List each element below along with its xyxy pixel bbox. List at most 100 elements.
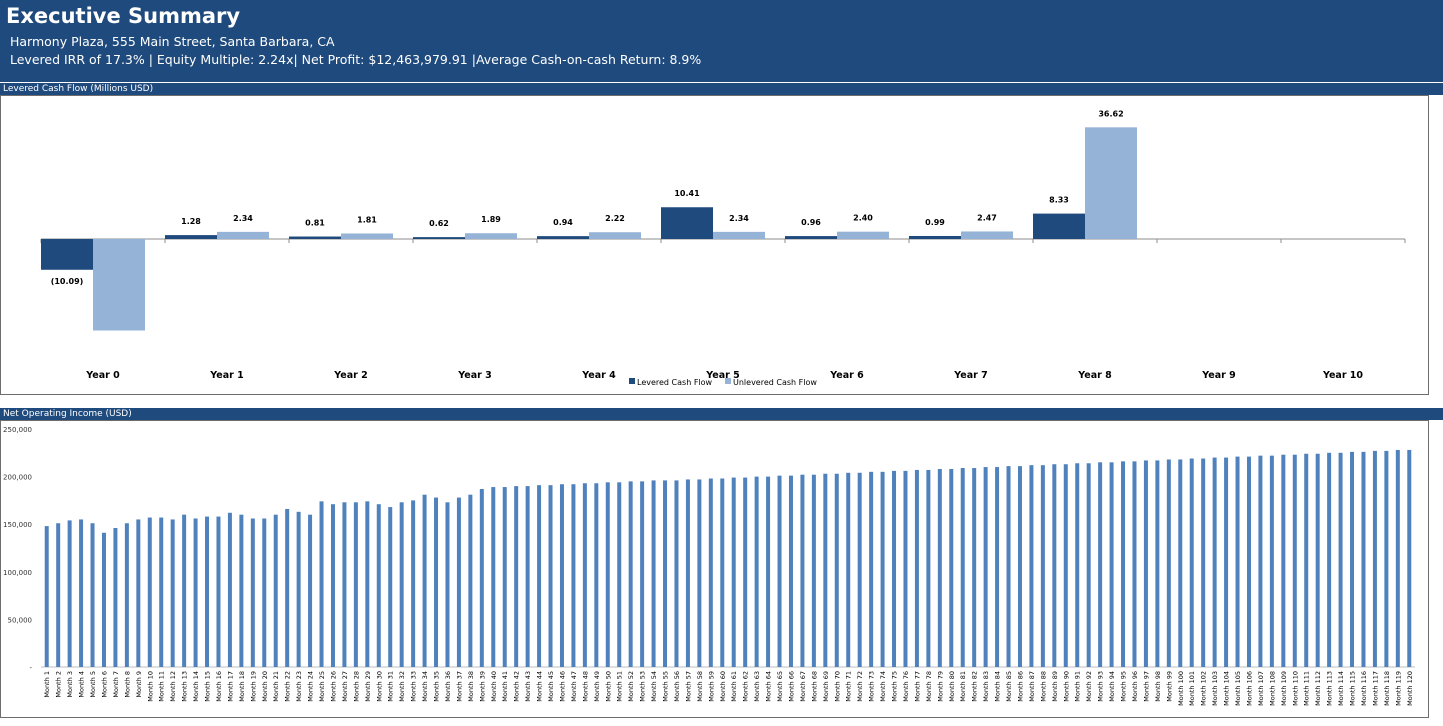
noi-bar [559, 484, 564, 667]
month-label: Month 52 [627, 671, 635, 702]
noi-bar [949, 468, 954, 667]
month-label: Month 46 [558, 671, 566, 702]
bar-unlevered-cash-flow [341, 233, 393, 239]
month-label: Month 95 [1120, 671, 1128, 702]
noi-bar [1315, 453, 1320, 667]
month-label: Month 108 [1268, 671, 1276, 706]
y-tick-label: 100,000 [3, 569, 32, 577]
noi-bar [1052, 464, 1057, 667]
noi-bar [1029, 465, 1034, 667]
month-label: Month 114 [1337, 671, 1345, 706]
data-label: 8.33 [1049, 196, 1069, 205]
noi-bar [124, 523, 129, 667]
month-label: Month 57 [684, 671, 692, 702]
noi-chart-title: Net Operating Income (USD) [0, 408, 1443, 420]
noi-bar [285, 508, 290, 667]
noi-bar [227, 512, 232, 667]
noi-bar [411, 500, 416, 667]
month-label: Month 47 [570, 671, 578, 702]
noi-bar [983, 467, 988, 667]
month-label: Month 44 [536, 671, 544, 702]
month-label: Month 14 [192, 671, 200, 702]
bar-unlevered-cash-flow [93, 239, 145, 331]
noi-bar [857, 472, 862, 667]
bar-unlevered-cash-flow [837, 231, 889, 239]
noi-bar [353, 502, 358, 667]
noi-bar [479, 488, 484, 667]
category-label: Year 0 [85, 370, 120, 381]
noi-bar [525, 486, 530, 667]
noi-bar [571, 484, 576, 667]
noi-bar [330, 504, 335, 667]
month-label: Month 15 [204, 671, 212, 702]
bar-levered-cash-flow [1033, 213, 1085, 239]
month-label: Month 49 [593, 671, 601, 702]
noi-bar [972, 468, 977, 667]
month-label: Month 98 [1154, 671, 1162, 702]
bar-levered-cash-flow [165, 235, 217, 239]
month-label: Month 58 [696, 671, 704, 702]
month-label: Month 74 [879, 671, 887, 702]
noi-bar [1395, 449, 1400, 667]
month-label: Month 4 [78, 671, 86, 698]
noi-bar [1040, 465, 1045, 667]
noi-bar [663, 480, 668, 667]
month-label: Month 24 [307, 671, 315, 702]
noi-bar [365, 501, 370, 667]
month-label: Month 97 [1142, 671, 1150, 702]
data-label: 1.81 [357, 215, 377, 224]
noi-bar [1304, 453, 1309, 667]
month-label: Month 42 [513, 671, 521, 702]
noi-bar [376, 504, 381, 667]
noi-bar [90, 523, 95, 667]
noi-bar [846, 472, 851, 667]
noi-bar [1224, 457, 1229, 667]
bar-levered-cash-flow [41, 239, 93, 270]
month-label: Month 100 [1177, 671, 1185, 706]
month-label: Month 28 [352, 671, 360, 702]
noi-bar [1350, 451, 1355, 667]
noi-bar [1166, 459, 1171, 667]
month-label: Month 110 [1291, 671, 1299, 706]
month-label: Month 32 [398, 671, 406, 702]
month-label: Month 64 [765, 671, 773, 702]
month-label: Month 2 [55, 671, 63, 698]
category-label: Year 5 [705, 370, 739, 381]
y-tick-label: 150,000 [3, 521, 32, 529]
data-label: 1.28 [181, 217, 201, 226]
y-tick-label: 250,000 [3, 426, 32, 434]
data-label: 0.81 [305, 219, 325, 228]
noi-bar [1143, 460, 1148, 667]
month-label: Month 76 [902, 671, 910, 702]
month-label: Month 6 [100, 671, 108, 698]
noi-bar [1075, 463, 1080, 667]
month-label: Month 66 [787, 671, 795, 702]
noi-bar [594, 483, 599, 667]
bar-levered-cash-flow [289, 236, 341, 239]
bar-unlevered-cash-flow [713, 231, 765, 239]
month-label: Month 83 [982, 671, 990, 702]
month-label: Month 53 [639, 671, 647, 702]
month-label: Month 38 [467, 671, 475, 702]
month-label: Month 94 [1108, 671, 1116, 702]
month-label: Month 54 [650, 671, 658, 702]
month-label: Month 34 [421, 671, 429, 702]
month-label: Month 71 [845, 671, 853, 702]
noi-bar [651, 480, 656, 667]
noi-bar [800, 474, 805, 667]
month-label: Month 59 [707, 671, 715, 702]
category-label: Year 9 [1201, 370, 1235, 381]
month-label: Month 111 [1303, 671, 1311, 706]
month-label: Month 50 [604, 671, 612, 702]
noi-bar [628, 481, 633, 667]
month-label: Month 104 [1223, 671, 1231, 706]
noi-bar [720, 478, 725, 667]
month-label: Month 117 [1371, 671, 1379, 706]
month-label: Month 19 [249, 671, 257, 702]
month-label: Month 33 [410, 671, 418, 702]
noi-bar [1132, 461, 1137, 667]
noi-bar [159, 517, 164, 667]
data-label: 0.96 [801, 218, 821, 227]
noi-bar [319, 501, 324, 667]
noi-bar [640, 481, 645, 667]
